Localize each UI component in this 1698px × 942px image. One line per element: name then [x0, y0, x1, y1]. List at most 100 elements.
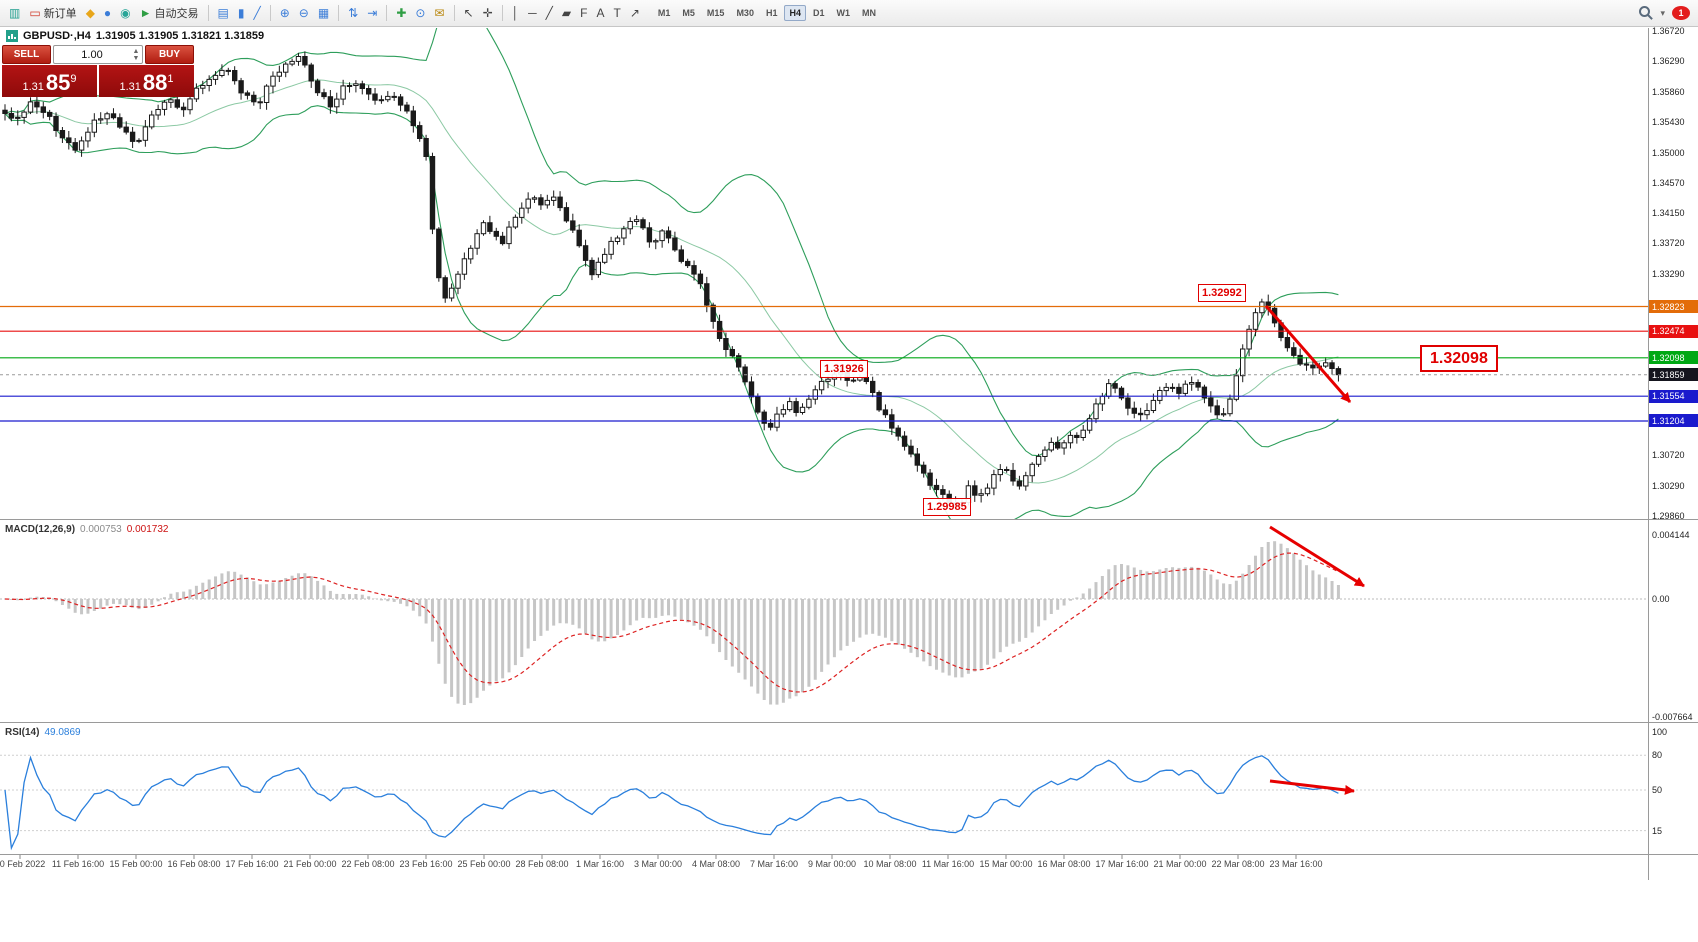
time-axis-label: 23 Feb 16:00 [399, 859, 453, 869]
swing-price-label: 1.32992 [1198, 284, 1246, 302]
price-axis-label: 1.29860 [1652, 511, 1685, 521]
period-selector-icon[interactable]: ⊙ [411, 3, 429, 23]
price-axis-label: 1.33720 [1652, 238, 1685, 249]
timeframe-button-m1[interactable]: M1 [657, 8, 671, 18]
new-order-button-label: 新订单 [43, 8, 77, 20]
toolbar-right-group: ▾ 1 [1639, 6, 1693, 20]
volume-value[interactable]: 1.00 [81, 48, 103, 61]
time-axis-label: 1 Mar 16:00 [575, 859, 625, 869]
volume-down-button[interactable]: ▼ [132, 54, 140, 62]
label-icon[interactable]: T [609, 3, 624, 23]
rsi-axis-label: 15 [1652, 825, 1663, 836]
volume-up-button[interactable]: ▲ [132, 47, 140, 55]
new-order-button[interactable]: ▭ 新订单 [25, 3, 80, 23]
search-icon[interactable] [1639, 6, 1653, 20]
rsi-name: RSI(14) [5, 727, 40, 738]
algo-trading-button-glyph: ► [139, 6, 152, 20]
arrow-object-icon[interactable]: ↗ [626, 3, 644, 23]
tile-windows-icon[interactable]: ▦ [314, 3, 333, 23]
timeframe-button-m30[interactable]: M30 [736, 8, 754, 18]
toolbar: ▥ ▭ 新订单 ◆ ● ◉ ► 自动交易 ▤ ▮ ╱ ⊕ ⊖ ▦ ⇅ ⇥ ✚ ⊙ ✉ ↖ ✛ │ ─ ╱ ▰ F A T ↗ M1 M5 M… [0, 0, 1698, 27]
trendline-icon[interactable]: ╱ [542, 3, 557, 23]
price-level-badge: 1.32474 [1649, 324, 1698, 338]
bollinger-bands [4, 28, 1339, 519]
macd-name: MACD(12,26,9) [5, 524, 76, 535]
price-axis-label: 1.35430 [1652, 117, 1685, 128]
cursor-icon[interactable]: ↖ [460, 3, 478, 23]
buy-price-big: 88 [142, 70, 168, 95]
algo-trading-button-label: 自动交易 [154, 8, 199, 20]
macd-axis-label: 0.00 [1652, 594, 1670, 604]
timeframe-button-m5[interactable]: M5 [682, 8, 695, 18]
timeframe-button-d1[interactable]: D1 [812, 8, 825, 18]
zoom-in-icon[interactable]: ⊕ [276, 3, 294, 23]
alerts-icon[interactable]: ✉ [430, 3, 448, 23]
rsi-plot [0, 754, 1648, 851]
channel-icon-glyph: ▰ [561, 6, 572, 20]
toolbar-separator [207, 5, 209, 21]
buy-button[interactable]: BUY [145, 45, 194, 64]
line-chart-type-icon-glyph: ╱ [253, 6, 261, 20]
zoom-out-icon[interactable]: ⊖ [295, 3, 313, 23]
candlestick-type-icon-glyph: ▮ [237, 6, 245, 20]
text-icon[interactable]: A [592, 3, 608, 23]
fibonacci-icon[interactable]: F [576, 3, 591, 23]
toolbar-left-group: ▥ ▭ 新订单 ◆ ● ◉ ► 自动交易 ▤ ▮ ╱ ⊕ ⊖ ▦ ⇅ ⇥ ✚ ⊙ ✉ ↖ ✛ │ ─ ╱ ▰ F A T ↗ [5, 3, 644, 23]
horizontal-line-icon[interactable]: ─ [524, 3, 541, 23]
line-chart-type-icon[interactable]: ╱ [250, 3, 265, 23]
sell-price-big: 85 [45, 70, 71, 95]
price-level-badge: 1.32098 [1649, 351, 1698, 365]
chart-window-icon[interactable]: ▥ [5, 3, 24, 23]
webterminal-icon[interactable]: ◉ [116, 3, 134, 23]
notification-badge[interactable]: 1 [1672, 6, 1690, 20]
chart-shift-icon-glyph: ⇥ [367, 6, 378, 20]
chart-title-row: GBPUSD·,H4 1.31905 1.31905 1.31821 1.318… [6, 30, 264, 42]
buy-price-pip: 1 [167, 73, 174, 85]
macd-axis-label: -0.007664 [1652, 712, 1693, 722]
time-axis-label: 15 Feb 00:00 [109, 859, 163, 869]
toolbar-separator [453, 5, 455, 21]
candlestick-type-icon[interactable]: ▮ [234, 3, 249, 23]
toolbar-separator [386, 5, 388, 21]
chart-window-icon-glyph: ▥ [9, 6, 21, 20]
timeframe-button-m15[interactable]: M15 [706, 8, 725, 18]
time-axis-label: 21 Feb 00:00 [283, 859, 337, 869]
time-axis-label: 21 Mar 00:00 [1153, 859, 1207, 869]
time-axis-label: 28 Feb 08:00 [515, 859, 569, 869]
time-axis-label: 17 Feb 16:00 [225, 859, 279, 869]
auto-arrange-icon[interactable]: ⇅ [344, 3, 362, 23]
price-level-badge: 1.32823 [1649, 300, 1698, 314]
community-icon[interactable]: ● [100, 3, 115, 23]
add-indicator-icon[interactable]: ✚ [392, 3, 410, 23]
crosshair-icon[interactable]: ✛ [479, 3, 497, 23]
macd-label-row: MACD(12,26,9) 0.000753 0.001732 [5, 524, 168, 535]
channel-icon[interactable]: ▰ [558, 3, 575, 23]
time-axis-label: 4 Mar 08:00 [691, 859, 741, 869]
swing-price-label: 1.31926 [820, 360, 868, 378]
timeframe-button-w1[interactable]: W1 [836, 8, 851, 18]
vertical-line-icon-glyph: │ [511, 6, 520, 20]
one-click-trading-panel: SELL 1.00 ▲ ▼ BUY 1.31 85 9 1.31 88 1 [2, 45, 194, 97]
mql5-market-icon[interactable]: ◆ [82, 3, 99, 23]
timeframe-button-mn[interactable]: MN [862, 8, 876, 18]
vertical-line-icon[interactable]: │ [508, 3, 524, 23]
timeframe-button-h1[interactable]: H1 [765, 8, 778, 18]
trend-arrows [1264, 305, 1365, 795]
timeframe-button-h4[interactable]: H4 [784, 5, 806, 21]
bar-chart-type-icon[interactable]: ▤ [214, 3, 233, 23]
chart-shift-icon[interactable]: ⇥ [363, 3, 381, 23]
period-selector-icon-glyph: ⊙ [415, 6, 426, 20]
rsi-axis-label: 80 [1652, 750, 1663, 761]
sell-price[interactable]: 1.31 85 9 [2, 65, 97, 97]
sell-button[interactable]: SELL [2, 45, 51, 64]
cursor-icon-glyph: ↖ [463, 6, 474, 20]
time-axis-label: 25 Feb 00:00 [457, 859, 511, 869]
buy-price[interactable]: 1.31 88 1 [99, 65, 194, 97]
search-caret-icon[interactable]: ▾ [1660, 7, 1665, 18]
add-indicator-icon-glyph: ✚ [396, 6, 407, 20]
volume-stepper[interactable]: 1.00 ▲ ▼ [53, 45, 143, 64]
time-axis-label: 7 Mar 16:00 [749, 859, 799, 869]
algo-trading-button[interactable]: ► 自动交易 [136, 3, 203, 23]
fibonacci-icon-glyph: F [580, 6, 588, 20]
